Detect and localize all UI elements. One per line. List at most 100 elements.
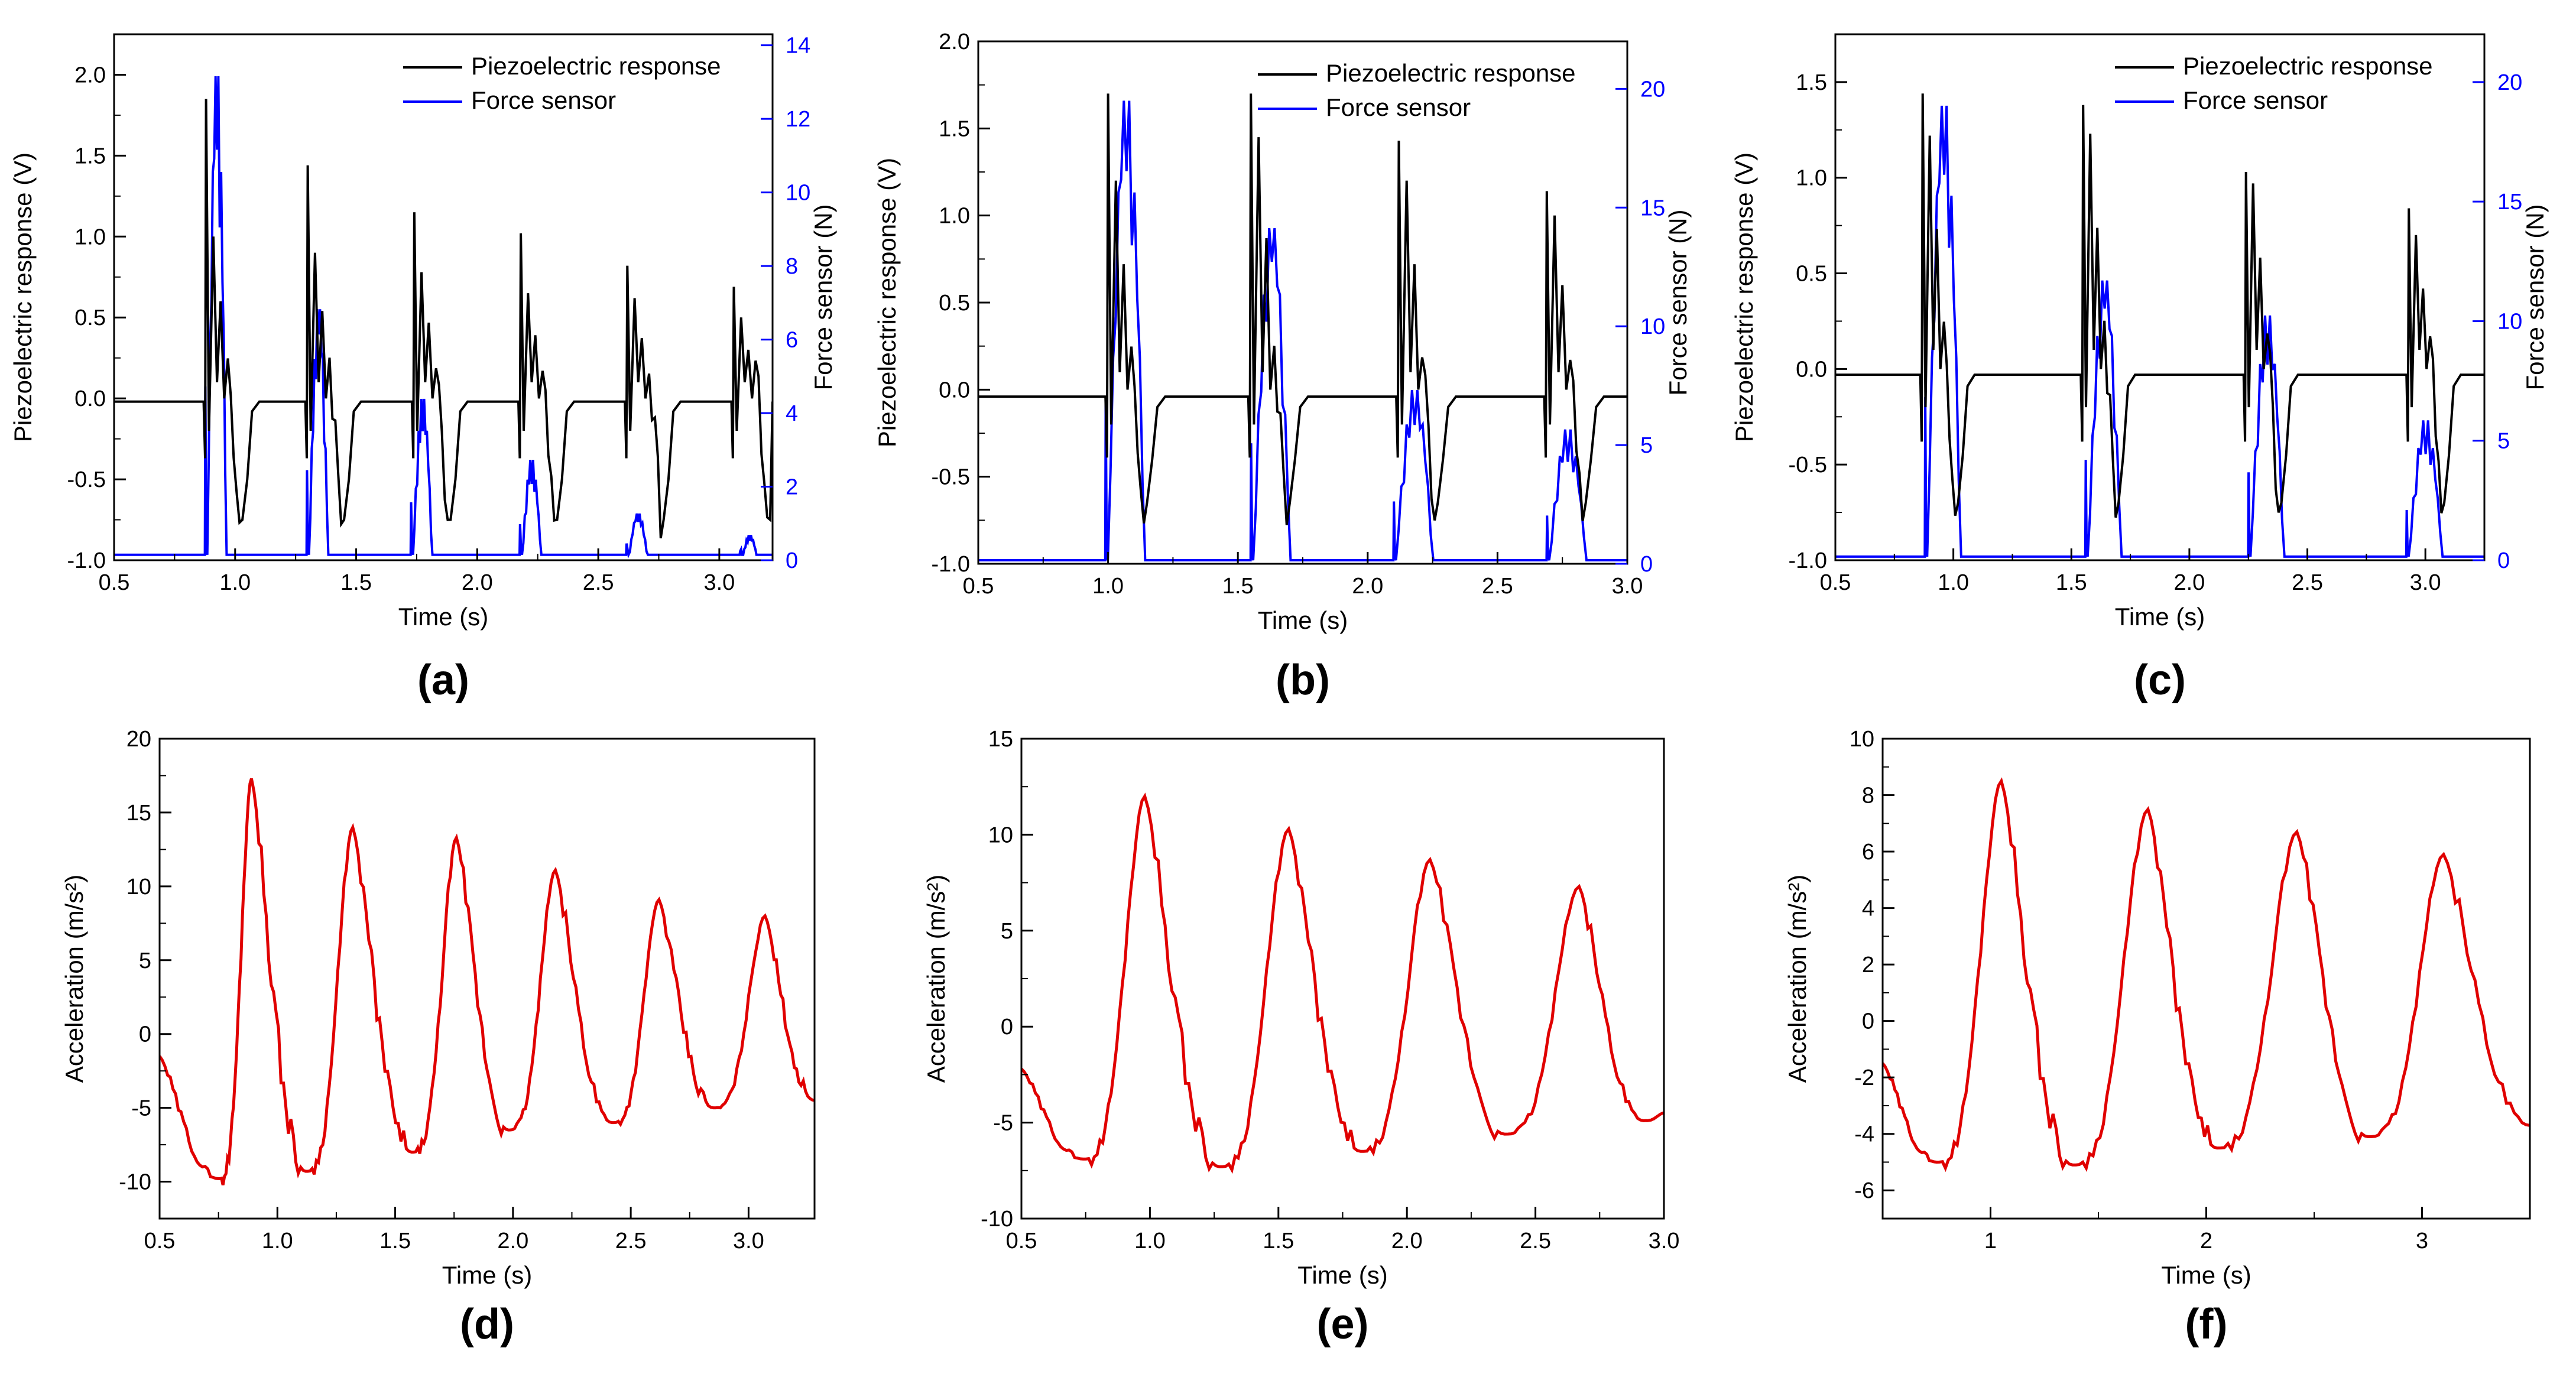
- legend: Piezoelectric response Force sensor: [2115, 52, 2433, 114]
- y-tick-label: 2.0: [939, 30, 970, 54]
- x-tick-label: 3.0: [2410, 570, 2441, 595]
- y-tick-label: 5: [1001, 919, 1013, 944]
- x-tick-label: 2.0: [497, 1229, 528, 1253]
- y-tick-label: 20: [126, 727, 151, 752]
- legend-label-force: Force sensor: [2183, 86, 2328, 114]
- y-axis-label: Piezoelectric response (V): [9, 152, 37, 442]
- y2-tick-label: 8: [786, 254, 798, 279]
- y-tick-label: -10: [119, 1170, 151, 1195]
- x-axis-label: Time (s): [1297, 1261, 1387, 1289]
- y2-tick-label: 2: [786, 475, 798, 500]
- x-axis-label: Time (s): [442, 1261, 532, 1289]
- x-tick-label: 0.5: [1006, 1229, 1037, 1253]
- x-tick-label: 1.5: [1263, 1229, 1294, 1253]
- x-tick-label: 1.0: [1092, 574, 1124, 599]
- y-tick-label: 0.0: [939, 378, 970, 402]
- panel-label: (d): [460, 1301, 514, 1348]
- panel-label: (a): [417, 657, 469, 704]
- chart-panel-a: 0.5 1.0 1.5 2.0 2.5 3.0 -1.0 -0.5 0.0 0.5 1.0 1.5 2.…: [9, 33, 837, 704]
- y-tick-label: 0.5: [939, 291, 970, 316]
- plot-frame: [158, 738, 816, 1220]
- y-tick-label: 4: [1862, 896, 1874, 921]
- series-acceleration-line: [160, 778, 815, 1185]
- y-tick-label: -0.5: [67, 467, 106, 492]
- y-tick-label: -1.0: [1789, 548, 1827, 573]
- y2-axis-label: Force sensor (N): [809, 204, 837, 390]
- y-tick-label: 5: [139, 949, 151, 973]
- legend-label-force: Force sensor: [471, 86, 616, 114]
- x-axis-label: Time (s): [398, 603, 488, 631]
- y-tick-label: 0: [1001, 1015, 1013, 1040]
- legend-label-piezoelectric: Piezoelectric response: [1326, 59, 1576, 87]
- y-tick-label: -0.5: [1789, 453, 1827, 478]
- x-tick-label: 1.0: [1134, 1229, 1166, 1253]
- series-force-sensor-line: [1835, 105, 2484, 558]
- y-tick-label: 15: [988, 727, 1013, 752]
- chart-panel-e: 0.5 1.0 1.5 2.0 2.5 3.0 -10 -5 0 5 10 15 Time (s) Acc…: [922, 727, 1679, 1348]
- y2-tick-label: 10: [1640, 314, 1665, 339]
- y2-tick-label: 20: [2497, 70, 2522, 95]
- x-axis-label: Time (s): [2115, 603, 2205, 631]
- y2-tick-label: 5: [2497, 429, 2510, 454]
- y2-axis-label: Force sensor (N): [1664, 209, 1692, 395]
- legend-label-piezoelectric: Piezoelectric response: [471, 52, 721, 80]
- y2-tick-label: 0: [786, 548, 798, 573]
- y-tick-label: 1.0: [939, 204, 970, 229]
- x-tick-label: 1.5: [2056, 570, 2087, 595]
- y-tick-label: 0.5: [1796, 262, 1827, 287]
- x-tick-label: 0.5: [99, 570, 130, 595]
- y-tick-label: -1.0: [932, 552, 970, 577]
- panel-label: (f): [2185, 1301, 2228, 1348]
- y-tick-label: 6: [1862, 840, 1874, 865]
- x-tick-label: 3.0: [703, 570, 735, 595]
- plot-frame: [977, 40, 1628, 565]
- legend: Piezoelectric response Force sensor: [1258, 59, 1576, 121]
- y-tick-label: 0: [139, 1022, 151, 1047]
- y-tick-label: -5: [993, 1111, 1013, 1136]
- y2-tick-label: 15: [2497, 190, 2522, 215]
- x-tick-label: 2.0: [1391, 1229, 1423, 1253]
- y-tick-label: 0.0: [74, 386, 106, 411]
- y-tick-label: 15: [126, 801, 151, 826]
- x-tick-label: 1.5: [379, 1229, 411, 1253]
- x-tick-label: 3.0: [1612, 574, 1643, 599]
- y-tick-label: -1.0: [67, 548, 106, 573]
- x-tick-label: 2.5: [1482, 574, 1513, 599]
- y-tick-label: 10: [1850, 727, 1874, 752]
- y2-tick-label: 15: [1640, 196, 1665, 220]
- chart-panel-f: 1 2 3 -6 -4 -2 0 2 4 6 8 10 Time (s) Acceleration (m/…: [1783, 727, 2531, 1348]
- x-tick-label: 2.0: [462, 570, 493, 595]
- x-tick-label: 3: [2416, 1229, 2428, 1253]
- y-tick-label: 10: [988, 823, 1013, 847]
- x-tick-label: 1.0: [219, 570, 251, 595]
- y2-tick-label: 10: [2497, 309, 2522, 334]
- x-tick-label: 1.5: [340, 570, 372, 595]
- panel-label: (e): [1317, 1301, 1369, 1348]
- x-tick-label: 1.0: [262, 1229, 293, 1253]
- series-piezoelectric-line: [1835, 93, 2484, 518]
- series-force-sensor-line: [978, 100, 1627, 561]
- y-axis-label: Acceleration (m/s²): [922, 875, 950, 1083]
- x-tick-label: 0.5: [963, 574, 994, 599]
- y-tick-label: 2.0: [74, 63, 106, 87]
- legend: Piezoelectric response Force sensor: [403, 52, 721, 114]
- y-axis-label: Acceleration (m/s²): [60, 875, 88, 1083]
- x-tick-label: 2.5: [1520, 1229, 1551, 1253]
- x-tick-label: 3.0: [1649, 1229, 1680, 1253]
- y-tick-label: 1.5: [1796, 70, 1827, 95]
- chart-panel-d: 0.5 1.0 1.5 2.0 2.5 3.0 -10 -5 0 5 10 15 20 Time (s) A…: [60, 727, 816, 1348]
- panel-label: (b): [1276, 657, 1330, 704]
- y2-tick-label: 0: [2497, 548, 2510, 573]
- plot-frame: [113, 33, 774, 561]
- y-tick-label: -10: [981, 1207, 1013, 1232]
- legend-label-piezoelectric: Piezoelectric response: [2183, 52, 2433, 80]
- y-tick-label: 0.0: [1796, 357, 1827, 382]
- y-tick-label: 1.0: [1796, 166, 1827, 191]
- y2-tick-label: 6: [786, 328, 798, 353]
- series-piezoelectric-line: [114, 99, 773, 539]
- y-axis-label: Acceleration (m/s²): [1783, 875, 1811, 1083]
- x-tick-label: 0.5: [144, 1229, 176, 1253]
- x-tick-label: 3.0: [733, 1229, 764, 1253]
- y-tick-label: 1.5: [74, 144, 106, 168]
